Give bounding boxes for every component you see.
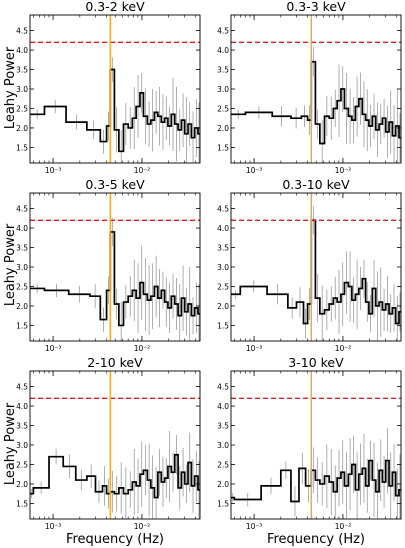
power-spectrum-line	[231, 60, 401, 145]
y-tick-label: 2.5	[217, 460, 229, 469]
y-tick-label: 2.0	[16, 480, 28, 489]
x-tick-label: 10⁻³	[246, 522, 263, 531]
y-tick-label: 1.5	[16, 321, 28, 330]
x-tick-label: 10⁻²	[335, 522, 352, 531]
power-spectrum-line	[30, 68, 200, 153]
panel-6: 3-10 keV 1.5 2.0 2.5 3.0 3.5 4.0 4.5 10⁻³ 10⁻²	[217, 355, 402, 531]
y-tick-label: 3.5	[217, 422, 229, 431]
y-tick-label: 3.0	[217, 263, 229, 272]
y-tick-label: 4.0	[217, 402, 229, 411]
y-tick-label: 3.5	[16, 422, 28, 431]
y-tick-label: 4.0	[217, 46, 229, 55]
panel-title: 0.3-3 keV	[286, 0, 346, 14]
y-tick-label: 4.5	[217, 205, 229, 214]
axes-frame	[230, 370, 402, 520]
y-tick-label: 2.0	[217, 480, 229, 489]
y-tick-label: 4.5	[16, 383, 28, 392]
plot-area	[231, 15, 401, 163]
y-tick-label: 3.5	[217, 244, 229, 253]
x-tick-label: 10⁻³	[246, 166, 263, 175]
y-tick-label: 2.5	[16, 460, 28, 469]
panel-title: 0.3-10 keV	[282, 177, 350, 192]
y-tick-label: 3.5	[217, 66, 229, 75]
x-tick-label: 10⁻³	[45, 166, 62, 175]
x-tick-label: 10⁻²	[134, 344, 151, 353]
y-tick-label: 4.0	[16, 46, 28, 55]
plot-area	[30, 15, 200, 163]
y-tick-label: 2.5	[16, 104, 28, 113]
y-tick-label: 1.5	[16, 499, 28, 508]
xlabel-left: Frequency (Hz)	[66, 532, 164, 547]
y-tick-label: 2.0	[16, 302, 28, 311]
y-tick-label: 3.0	[16, 85, 28, 94]
x-tick-label: 10⁻³	[45, 344, 62, 353]
x-tick-label: 10⁻²	[134, 166, 151, 175]
x-tick-label: 10⁻²	[335, 166, 352, 175]
y-tick-label: 4.5	[16, 205, 28, 214]
plot-area	[231, 371, 401, 519]
y-tick-label: 2.0	[16, 124, 28, 133]
panel-1: 0.3-2 keV 1.5 2.0 2.5 3.0 3.5 4.0 4.5 10⁻³ 10⁻²	[16, 0, 201, 175]
plot-area	[30, 193, 200, 341]
panel-3: 0.3-5 keV 1.5 2.0 2.5 3.0 3.5 4.0 4.5 10⁻³ 10⁻²	[16, 177, 201, 353]
x-tick-label: 10⁻²	[335, 344, 352, 353]
y-tick-label: 1.5	[217, 143, 229, 152]
y-tick-label: 1.5	[16, 143, 28, 152]
y-tick-label: 3.0	[16, 441, 28, 450]
axes-frame	[29, 370, 201, 520]
y-tick-label: 3.0	[217, 85, 229, 94]
y-tick-label: 2.0	[217, 124, 229, 133]
power-spectrum-line	[30, 231, 200, 327]
panel-title: 2-10 keV	[87, 355, 143, 370]
power-spectrum-line	[231, 459, 401, 503]
y-tick-label: 2.5	[217, 104, 229, 113]
ylabel-row3: Leahy Power	[3, 402, 18, 485]
plot-area	[231, 193, 401, 341]
y-tick-label: 2.5	[217, 282, 229, 291]
x-tick-label: 10⁻³	[246, 344, 263, 353]
x-tick-label: 10⁻²	[134, 522, 151, 531]
y-tick-label: 2.0	[217, 302, 229, 311]
power-spectrum-line	[231, 219, 401, 325]
ylabel-row2: Leahy Power	[3, 223, 18, 306]
ylabel-row1: Leahy Power	[3, 46, 18, 129]
panel-title: 0.3-5 keV	[85, 177, 145, 192]
y-tick-label: 1.5	[217, 321, 229, 330]
xlabel-right: Frequency (Hz)	[267, 532, 365, 547]
y-tick-label: 4.5	[217, 27, 229, 36]
y-tick-label: 1.5	[217, 499, 229, 508]
y-tick-label: 3.0	[217, 441, 229, 450]
y-tick-label: 4.0	[16, 402, 28, 411]
y-tick-label: 3.0	[16, 263, 28, 272]
y-tick-label: 4.5	[217, 383, 229, 392]
panel-5: 2-10 keV 1.5 2.0 2.5 3.0 3.5 4.0 4.5 10⁻³ 10⁻²	[16, 355, 201, 531]
panel-2: 0.3-3 keV 1.5 2.0 2.5 3.0 3.5 4.0 4.5 10⁻³ 10⁻²	[217, 0, 402, 175]
y-tick-label: 4.5	[16, 27, 28, 36]
y-tick-label: 4.0	[16, 224, 28, 233]
x-tick-label: 10⁻³	[45, 522, 62, 531]
panel-title: 0.3-2 keV	[85, 0, 145, 14]
panel-title: 3-10 keV	[288, 355, 344, 370]
power-spectrum-line	[30, 453, 200, 499]
y-tick-label: 3.5	[16, 66, 28, 75]
panel-4: 0.3-10 keV 1.5 2.0 2.5 3.0 3.5 4.0 4.5 10⁻³ 10⁻²	[217, 177, 402, 353]
plot-area	[30, 371, 200, 519]
y-tick-label: 3.5	[16, 244, 28, 253]
y-tick-label: 4.0	[217, 224, 229, 233]
y-tick-label: 2.5	[16, 282, 28, 291]
